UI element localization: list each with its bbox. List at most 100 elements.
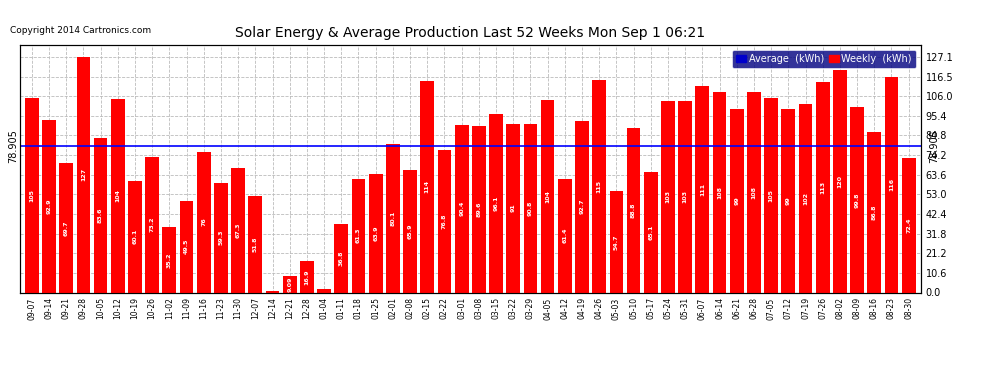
Bar bbox=[592, 80, 606, 292]
Bar bbox=[421, 81, 435, 292]
Text: 65.9: 65.9 bbox=[408, 224, 413, 239]
Bar bbox=[850, 107, 864, 292]
Bar bbox=[678, 101, 692, 292]
Text: 51.8: 51.8 bbox=[252, 237, 257, 252]
Bar bbox=[180, 201, 193, 292]
Bar bbox=[214, 183, 228, 292]
Text: 61.4: 61.4 bbox=[562, 228, 567, 243]
Text: 116: 116 bbox=[889, 178, 894, 192]
Bar bbox=[403, 170, 417, 292]
Bar bbox=[472, 126, 486, 292]
Text: 67.3: 67.3 bbox=[236, 222, 241, 238]
Text: 9.09: 9.09 bbox=[287, 276, 292, 292]
Bar bbox=[454, 125, 468, 292]
Text: 91: 91 bbox=[511, 204, 516, 213]
Bar bbox=[867, 132, 881, 292]
Bar bbox=[232, 168, 246, 292]
Bar bbox=[162, 227, 176, 292]
Bar bbox=[713, 92, 727, 292]
Text: 76.8: 76.8 bbox=[442, 213, 446, 229]
Bar bbox=[76, 57, 90, 292]
Bar bbox=[317, 289, 331, 292]
Text: 103: 103 bbox=[683, 190, 688, 203]
Text: 105: 105 bbox=[768, 189, 773, 202]
Text: 115: 115 bbox=[597, 180, 602, 193]
Bar bbox=[146, 157, 159, 292]
Bar bbox=[885, 77, 898, 292]
Text: 54.7: 54.7 bbox=[614, 234, 619, 249]
Text: 88.8: 88.8 bbox=[631, 202, 637, 218]
Bar bbox=[300, 261, 314, 292]
Text: 120: 120 bbox=[838, 175, 842, 188]
Bar bbox=[25, 98, 39, 292]
Bar bbox=[524, 124, 538, 292]
Bar bbox=[335, 224, 348, 292]
Text: 99: 99 bbox=[735, 196, 740, 205]
Text: Copyright 2014 Cartronics.com: Copyright 2014 Cartronics.com bbox=[10, 26, 151, 35]
Text: 105: 105 bbox=[30, 189, 35, 202]
Bar bbox=[111, 99, 125, 292]
Bar bbox=[351, 179, 365, 292]
Bar bbox=[283, 276, 297, 292]
Bar bbox=[558, 178, 571, 292]
Bar bbox=[265, 291, 279, 292]
Text: 69.7: 69.7 bbox=[63, 220, 68, 236]
Text: 83.6: 83.6 bbox=[98, 207, 103, 223]
Bar bbox=[627, 128, 641, 292]
Text: 89.6: 89.6 bbox=[476, 202, 481, 217]
Bar bbox=[59, 163, 73, 292]
Text: 49.5: 49.5 bbox=[184, 239, 189, 254]
Text: 36.8: 36.8 bbox=[339, 251, 344, 266]
Bar bbox=[489, 114, 503, 292]
Text: 108: 108 bbox=[717, 186, 722, 199]
Bar bbox=[128, 181, 142, 292]
Text: 96.1: 96.1 bbox=[494, 196, 499, 211]
Text: 65.1: 65.1 bbox=[648, 224, 653, 240]
Bar bbox=[695, 86, 709, 292]
Bar bbox=[541, 100, 554, 292]
Text: 127: 127 bbox=[81, 168, 86, 181]
Bar bbox=[799, 104, 813, 292]
Bar bbox=[369, 174, 382, 292]
Bar bbox=[781, 109, 795, 292]
Text: 90.4: 90.4 bbox=[459, 201, 464, 216]
Text: 108: 108 bbox=[751, 186, 756, 199]
Bar bbox=[43, 120, 55, 292]
Text: 76: 76 bbox=[201, 218, 206, 226]
Legend: Average  (kWh), Weekly  (kWh): Average (kWh), Weekly (kWh) bbox=[733, 50, 916, 68]
Text: 73.2: 73.2 bbox=[149, 217, 154, 232]
Bar bbox=[386, 144, 400, 292]
Text: 102: 102 bbox=[803, 192, 808, 205]
Text: 86.8: 86.8 bbox=[872, 204, 877, 220]
Text: 78.905: 78.905 bbox=[930, 129, 940, 163]
Bar bbox=[730, 109, 743, 292]
Text: 92.9: 92.9 bbox=[47, 199, 51, 214]
Bar bbox=[575, 121, 589, 292]
Bar bbox=[94, 138, 108, 292]
Text: 16.9: 16.9 bbox=[304, 269, 310, 285]
Bar bbox=[747, 92, 760, 292]
Text: 104: 104 bbox=[545, 190, 550, 202]
Text: 90.8: 90.8 bbox=[528, 201, 533, 216]
Text: 104: 104 bbox=[115, 189, 121, 202]
Bar bbox=[644, 172, 657, 292]
Bar bbox=[902, 158, 916, 292]
Text: 72.4: 72.4 bbox=[906, 217, 911, 233]
Text: 60.1: 60.1 bbox=[133, 229, 138, 244]
Text: 61.3: 61.3 bbox=[356, 228, 361, 243]
Text: 113: 113 bbox=[820, 181, 826, 194]
Text: 103: 103 bbox=[665, 190, 670, 203]
Bar bbox=[506, 124, 520, 292]
Bar bbox=[610, 191, 624, 292]
Text: 80.1: 80.1 bbox=[390, 210, 395, 226]
Text: 92.7: 92.7 bbox=[579, 199, 584, 214]
Bar bbox=[438, 150, 451, 292]
Bar bbox=[661, 101, 675, 292]
Bar bbox=[197, 152, 211, 292]
Text: 35.2: 35.2 bbox=[167, 252, 172, 268]
Bar bbox=[764, 98, 778, 292]
Text: 114: 114 bbox=[425, 180, 430, 193]
Text: 78.905: 78.905 bbox=[8, 129, 18, 163]
Text: 99.8: 99.8 bbox=[854, 192, 859, 208]
Bar bbox=[248, 196, 262, 292]
